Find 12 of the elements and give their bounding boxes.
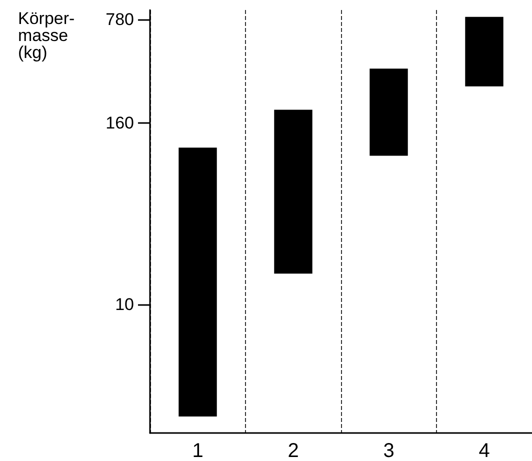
x-tick-label: 4	[478, 440, 490, 461]
bar	[178, 148, 217, 417]
x-tick-label: 2	[288, 440, 299, 461]
bar	[274, 110, 312, 274]
y-axis-title: Körper- masse (kg)	[18, 9, 75, 62]
bar	[370, 68, 408, 156]
y-tick-label: 10	[115, 294, 134, 314]
x-tick-label: 3	[383, 440, 394, 461]
y-tick-label: 160	[106, 113, 134, 132]
x-tick-label: 1	[192, 440, 204, 461]
bar	[465, 16, 504, 86]
y-tick-label: 780	[106, 10, 134, 29]
